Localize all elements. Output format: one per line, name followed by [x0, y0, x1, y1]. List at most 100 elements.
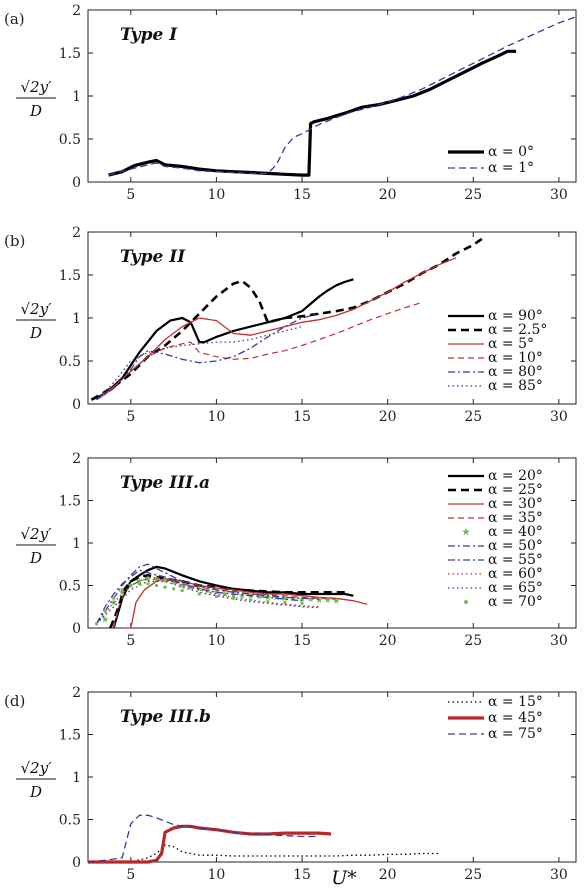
data-point: [153, 575, 160, 582]
x-tick-label: 5: [126, 187, 135, 203]
series-line-8: [96, 576, 320, 625]
data-point: [178, 581, 186, 589]
x-tick-label: 25: [464, 633, 482, 649]
series-line-3: [96, 257, 457, 401]
legend-label: α = 75°: [488, 726, 543, 742]
series-line-1: [112, 565, 354, 629]
y-tick-label: 2: [72, 3, 81, 19]
y-axis-label-numerator: √2y′: [21, 300, 53, 318]
series-line-2: [108, 16, 577, 176]
series-line-3: [122, 578, 368, 629]
legend-label: α = 65°: [488, 580, 543, 596]
data-point: [231, 596, 236, 600]
legend-label: α = 80°: [488, 364, 543, 380]
panel-title: Type III.b: [120, 707, 211, 727]
data-point: [94, 622, 99, 626]
y-tick-label: 1.5: [59, 494, 81, 510]
x-tick-label: 30: [550, 867, 568, 883]
series-line-2: [88, 824, 332, 864]
legend-label: α = 60°: [488, 566, 543, 582]
panel-title: Type III.a: [120, 473, 210, 493]
data-point: [213, 588, 220, 596]
series-10-markers: [94, 582, 304, 626]
y-tick-label: 0.5: [59, 132, 81, 148]
data-point: [307, 595, 314, 602]
x-tick-label: 15: [293, 409, 311, 425]
data-point: [120, 588, 124, 592]
x-tick-label: 20: [379, 867, 397, 883]
legend-label: α = 20°: [488, 468, 543, 484]
y-tick-label: 2: [72, 685, 81, 701]
x-tick-label: 25: [464, 187, 482, 203]
panel-label: (b): [4, 232, 25, 250]
data-point: [101, 615, 109, 623]
y-tick-label: 2: [72, 451, 81, 467]
x-tick-label: 5: [126, 409, 135, 425]
y-axis-label-denominator: D: [29, 549, 42, 567]
y-tick-label: 0: [72, 621, 81, 637]
data-point: [214, 594, 219, 599]
y-axis-label-denominator: D: [29, 783, 42, 801]
panel-label: (a): [4, 10, 25, 28]
data-point: [118, 588, 126, 596]
legend-label: α = 5°: [488, 336, 534, 352]
data-point: [146, 582, 150, 586]
data-point: [180, 589, 184, 593]
legend: α = 20°α = 25°α = 30°α = 35°α = 40°α = 5…: [448, 468, 543, 610]
x-tick-label: 20: [379, 633, 397, 649]
data-point: [161, 576, 169, 584]
series-line-1: [90, 278, 354, 401]
data-point: [135, 577, 143, 585]
series-line-1: [108, 49, 517, 177]
x-tick-label: 5: [126, 633, 135, 649]
panel-label: (d): [4, 692, 25, 710]
x-tick-label: 25: [464, 867, 482, 883]
series-line-7: [96, 569, 303, 625]
y-tick-label: 1: [72, 89, 81, 105]
x-tick-label: 15: [293, 187, 311, 203]
y-axis-label-numerator: √2y′: [21, 525, 53, 543]
data-point: [332, 597, 340, 604]
data-point: [170, 578, 177, 585]
x-tick-label: 25: [464, 409, 482, 425]
y-tick-label: 0: [72, 175, 81, 191]
y-tick-label: 1.5: [59, 268, 81, 284]
y-tick-label: 1: [72, 770, 81, 786]
data-point: [197, 592, 201, 596]
legend-label: α = 40°: [488, 524, 543, 540]
legend-label: α = 2.5°: [488, 322, 547, 338]
x-tick-label: 10: [208, 187, 226, 203]
legend-label: α = 10°: [488, 350, 543, 366]
x-tick-label: 30: [550, 187, 568, 203]
legend-label: α = 45°: [488, 710, 543, 726]
x-tick-label: 20: [379, 409, 397, 425]
x-tick-label: 10: [208, 867, 226, 883]
y-tick-label: 0.5: [59, 354, 81, 370]
y-axis-label-denominator: D: [29, 102, 42, 120]
legend-label: α = 35°: [488, 510, 543, 526]
data-point: [129, 583, 133, 588]
data-point: [221, 590, 229, 597]
x-tick-label: 5: [126, 867, 135, 883]
y-axis-label-numerator: √2y′: [21, 759, 53, 777]
legend: α = 90°α = 2.5°α = 5°α = 10°α = 80°α = 8…: [448, 308, 547, 394]
series-line-4: [113, 578, 337, 629]
data-point: [112, 596, 116, 600]
data-point: [195, 585, 203, 592]
legend-label: α = 30°: [488, 496, 543, 512]
legend-label: α = 25°: [488, 482, 543, 498]
legend-label: α = 70°: [488, 594, 543, 610]
y-axis-label-numerator: √2y′: [21, 78, 53, 96]
legend-label: α = 50°: [488, 538, 543, 554]
data-point: [324, 596, 332, 603]
legend-label: α = 15°: [488, 694, 543, 710]
series-line-4: [96, 301, 423, 401]
data-point: [249, 598, 253, 602]
panel-title: Type II: [120, 247, 186, 267]
data-point: [144, 575, 152, 582]
x-tick-label: 10: [208, 633, 226, 649]
legend: α = 0°α = 1°: [448, 144, 534, 176]
y-tick-label: 1: [72, 311, 81, 327]
